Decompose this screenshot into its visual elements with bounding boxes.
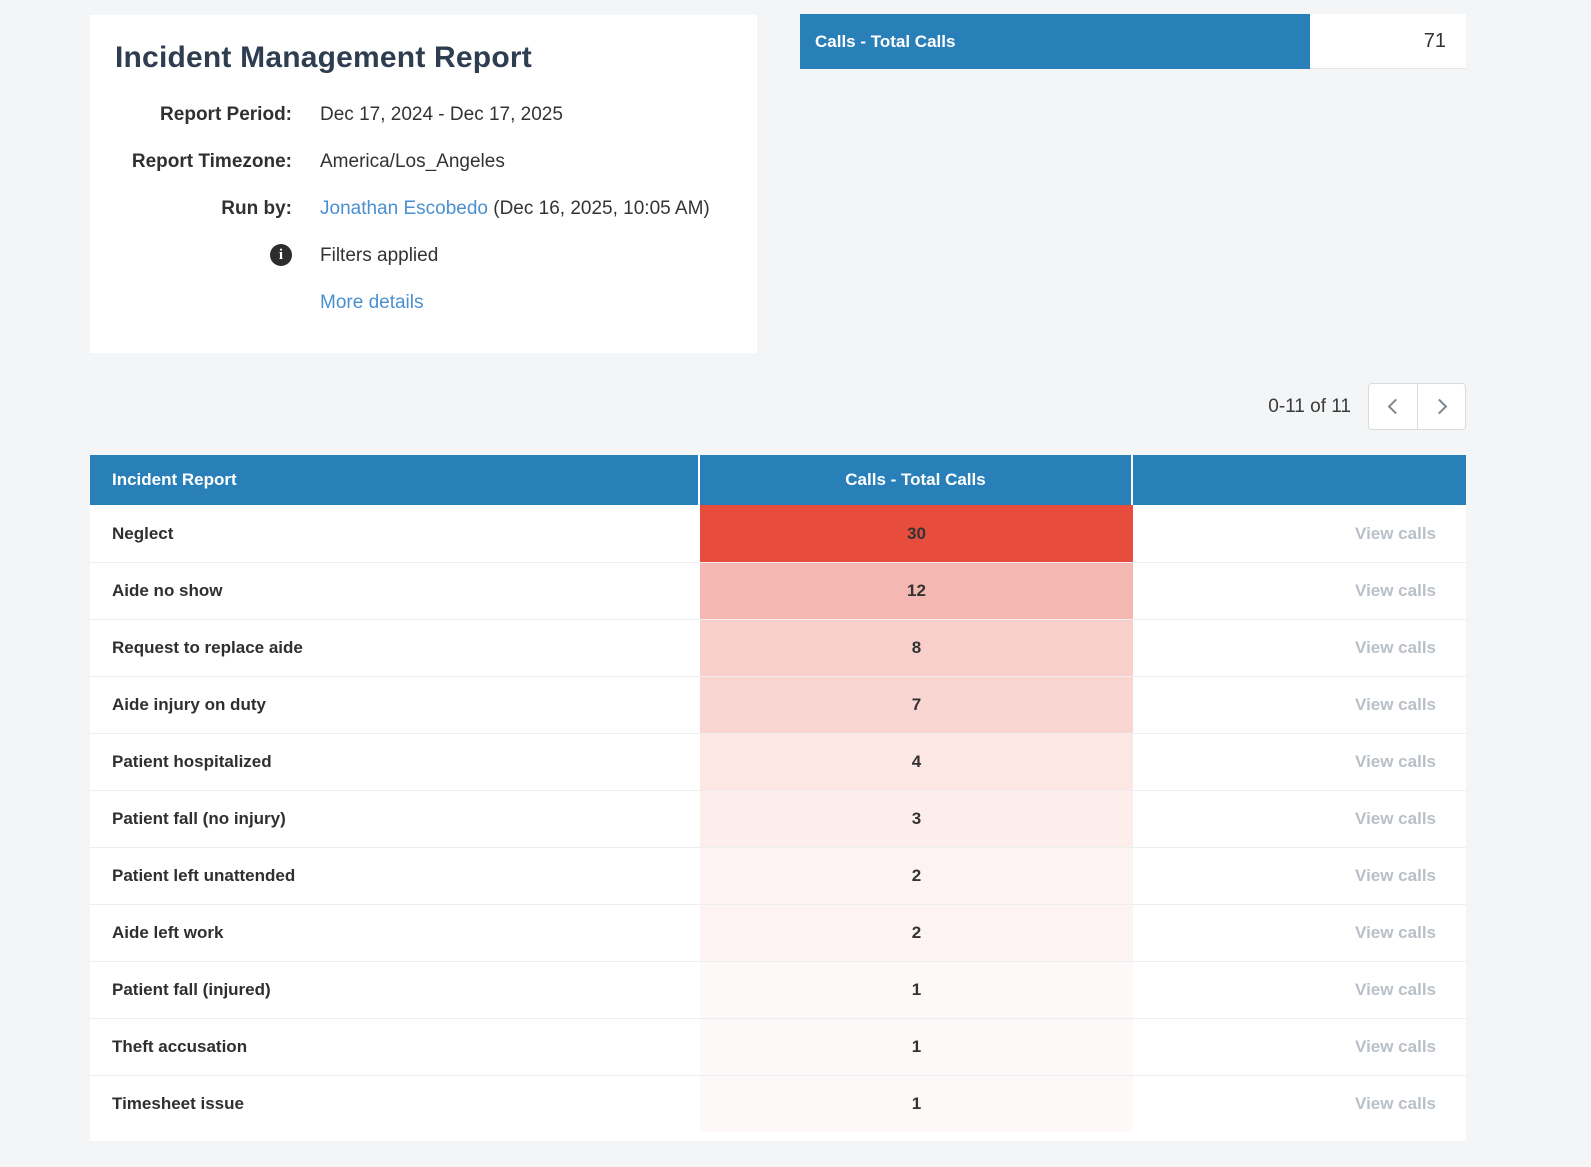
chevron-left-icon	[1387, 398, 1403, 415]
run-by-label: Run by:	[221, 198, 292, 219]
table-header: Incident Report Calls - Total Calls	[90, 455, 1466, 505]
pagination: 0-11 of 11	[1268, 383, 1466, 430]
calls-count-cell: 2	[700, 848, 1133, 904]
view-calls-link[interactable]: View calls	[1355, 866, 1436, 885]
calls-count-cell: 1	[700, 1076, 1133, 1132]
incident-type-label: Theft accusation	[112, 1037, 248, 1056]
chevron-right-icon	[1431, 398, 1448, 415]
report-period-label: Report Period:	[160, 104, 292, 125]
more-details-link[interactable]: More details	[320, 292, 424, 313]
incident-type-label: Patient hospitalized	[112, 752, 272, 771]
calls-count-cell: 3	[700, 791, 1133, 847]
view-calls-link[interactable]: View calls	[1355, 1094, 1436, 1113]
incident-type-label: Patient left unattended	[112, 866, 296, 885]
incidents-table: Incident Report Calls - Total Calls Negl…	[90, 455, 1466, 1141]
incident-type-label: Neglect	[112, 523, 174, 543]
view-calls-link[interactable]: View calls	[1355, 1037, 1436, 1056]
table-row: Aide no show 12 View calls	[90, 562, 1466, 619]
incident-type-label: Aide injury on duty	[112, 695, 266, 714]
report-timezone-label: Report Timezone:	[131, 151, 292, 172]
table-row: Patient fall (no injury) 3 View calls	[90, 790, 1466, 847]
view-calls-link[interactable]: View calls	[1355, 581, 1436, 600]
calls-count-cell: 12	[700, 563, 1133, 619]
calls-count-cell: 1	[700, 1019, 1133, 1075]
table-row: Neglect 30 View calls	[90, 505, 1466, 562]
header-total-calls: Calls - Total Calls	[700, 455, 1133, 505]
report-period-value: Dec 17, 2024 - Dec 17, 2025	[320, 104, 563, 125]
report-timezone-row: Report Timezone: America/Los_Angeles	[115, 150, 732, 174]
next-page-button[interactable]	[1417, 384, 1465, 429]
incident-type-label: Patient fall (no injury)	[112, 809, 286, 828]
prev-page-button[interactable]	[1369, 384, 1417, 429]
report-period-row: Report Period: Dec 17, 2024 - Dec 17, 20…	[115, 103, 732, 127]
calls-count-cell: 30	[700, 505, 1133, 562]
run-by-row: Run by: Jonathan Escobedo (Dec 16, 2025,…	[115, 197, 732, 221]
view-calls-link[interactable]: View calls	[1355, 980, 1436, 999]
view-calls-link[interactable]: View calls	[1355, 809, 1436, 828]
header-actions	[1133, 455, 1466, 505]
incident-type-label: Timesheet issue	[112, 1094, 244, 1113]
view-calls-link[interactable]: View calls	[1355, 695, 1436, 714]
filters-applied-row: i Filters applied	[115, 244, 732, 268]
summary-widget: Calls - Total Calls 71	[800, 14, 1466, 69]
table-body: Neglect 30 View calls Aide no show 12 View ca…	[90, 505, 1466, 1132]
pagination-range: 0-11 of 11	[1268, 395, 1351, 417]
calls-count-cell: 8	[700, 620, 1133, 676]
page-title: Incident Management Report	[115, 41, 532, 74]
header-incident-report: Incident Report	[90, 455, 700, 505]
calls-count-cell: 7	[700, 677, 1133, 733]
table-row: Timesheet issue 1 View calls	[90, 1075, 1466, 1132]
pager-buttons	[1368, 383, 1466, 430]
calls-count-cell: 4	[700, 734, 1133, 790]
more-details-row: More details	[115, 291, 732, 315]
calls-count-cell: 1	[700, 962, 1133, 1018]
table-row: Patient fall (injured) 1 View calls	[90, 961, 1466, 1018]
table-row: Aide left work 2 View calls	[90, 904, 1466, 961]
report-info-card: Incident Management Report Report Period…	[90, 15, 757, 353]
view-calls-link[interactable]: View calls	[1355, 523, 1436, 543]
info-icon[interactable]: i	[270, 244, 292, 266]
run-by-user-link[interactable]: Jonathan Escobedo	[320, 198, 488, 219]
incident-type-label: Patient fall (injured)	[112, 980, 271, 999]
table-row: Theft accusation 1 View calls	[90, 1018, 1466, 1075]
report-timezone-value: America/Los_Angeles	[320, 151, 505, 172]
filters-applied-text: Filters applied	[320, 245, 439, 266]
run-by-timestamp: (Dec 16, 2025, 10:05 AM)	[487, 198, 710, 219]
view-calls-link[interactable]: View calls	[1355, 923, 1436, 942]
summary-metric-label: Calls - Total Calls	[800, 14, 1310, 69]
table-row: Patient hospitalized 4 View calls	[90, 733, 1466, 790]
calls-count-cell: 2	[700, 905, 1133, 961]
table-row: Aide injury on duty 7 View calls	[90, 676, 1466, 733]
view-calls-link[interactable]: View calls	[1355, 752, 1436, 771]
run-by-value: Jonathan Escobedo (Dec 16, 2025, 10:05 A…	[320, 197, 710, 221]
view-calls-link[interactable]: View calls	[1355, 638, 1436, 657]
summary-metric-value: 71	[1310, 14, 1466, 69]
table-row: Request to replace aide 8 View calls	[90, 619, 1466, 676]
incident-type-label: Aide left work	[112, 923, 224, 942]
incident-type-label: Aide no show	[112, 581, 223, 600]
incident-type-label: Request to replace aide	[112, 638, 303, 657]
table-row: Patient left unattended 2 View calls	[90, 847, 1466, 904]
